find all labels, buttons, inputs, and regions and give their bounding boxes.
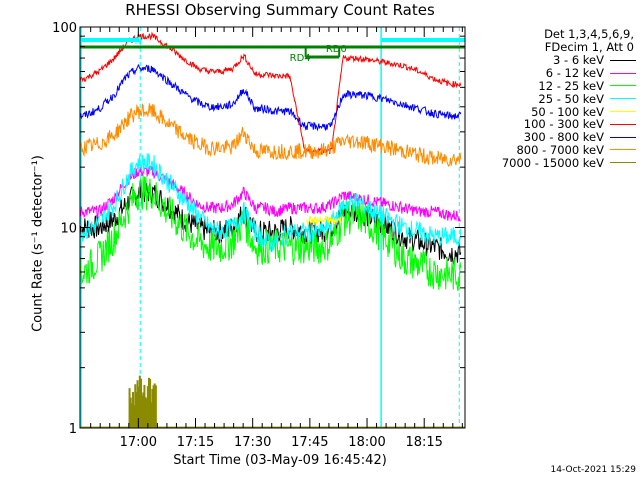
legend-entry: 3 - 6 keV [484,53,636,68]
y-tick-label: 100 [52,21,77,36]
x-tick-label: 17:30 [234,435,271,450]
legend-entry: 300 - 800 keV [484,130,636,145]
legend-entry: 25 - 50 keV [484,91,636,106]
y-axis-label: Count Rate (s⁻¹ detector⁻¹) [30,155,46,332]
legend-swatch [610,85,636,87]
legend-rows: 3 - 6 keV 6 - 12 keV 12 - 25 keV 25 - 50 ke… [484,53,636,170]
legend-entry: 50 - 100 keV [484,104,636,119]
legend-swatch [610,123,636,125]
x-tick-label: 17:45 [291,435,328,450]
series-line-25-50kev [79,153,462,253]
x-tick-label: 18:15 [405,435,442,450]
series-line-6-12kev [79,165,461,222]
legend-entry: 800 - 7000 keV [484,142,636,157]
legend-swatch [610,162,636,164]
annotation-rd0-label: RD0 [326,44,347,55]
legend-swatch [610,72,636,74]
series-line-300-800kev [79,63,462,132]
legend-label: 3 - 6 keV [553,53,604,68]
legend-swatch [610,59,636,61]
y-tick-label: 1 [69,422,77,437]
legend-swatch [610,111,636,113]
footer-timestamp: 14-Oct-2021 15:29 [550,465,636,475]
legend: Det 1,3,4,5,6,9, FDecim 1, Att 0 3 - 6 k… [484,27,636,170]
legend-label: 7000 - 15000 keV [501,155,604,170]
legend-label: 25 - 50 keV [538,91,604,106]
x-tick-label: 17:00 [120,435,157,450]
chart-title: RHESSI Observing Summary Count Rates [125,1,435,19]
y-tick-label: 10 [60,222,77,237]
legend-label: 800 - 7000 keV [516,142,604,157]
legend-swatch [610,98,636,100]
series-line-50-100kev [306,215,342,226]
x-tick-label: 18:00 [348,435,385,450]
series-line-12-25kev [79,174,462,292]
legend-entry: 12 - 25 keV [484,79,636,93]
legend-entry: 100 - 300 keV [484,117,636,132]
series-line-100-300kev [79,31,462,156]
legend-swatch [610,149,636,151]
x-tick-label: 17:15 [177,435,214,450]
legend-entry: 7000 - 15000 keV [484,155,636,170]
x-axis-label: Start Time (03-May-09 16:45:42) [173,453,387,468]
annotation-night-label: N [135,36,142,47]
legend-swatch [610,136,636,138]
series-line-800-7000kev [79,103,462,167]
legend-label: 6 - 12 keV [545,66,604,81]
plot-frame [79,26,466,429]
legend-label: 50 - 100 keV [531,104,604,119]
legend-header-decimation: FDecim 1, Att 0 [544,40,634,54]
legend-header-detectors: Det 1,3,4,5,6,9, [544,27,634,41]
legend-entry: 6 - 12 keV [484,66,636,81]
legend-label: 300 - 800 keV [523,130,604,145]
annotation-rd4-label: RD4 [290,53,311,64]
legend-label: 12 - 25 keV [538,79,604,93]
legend-label: 100 - 300 keV [523,117,604,132]
